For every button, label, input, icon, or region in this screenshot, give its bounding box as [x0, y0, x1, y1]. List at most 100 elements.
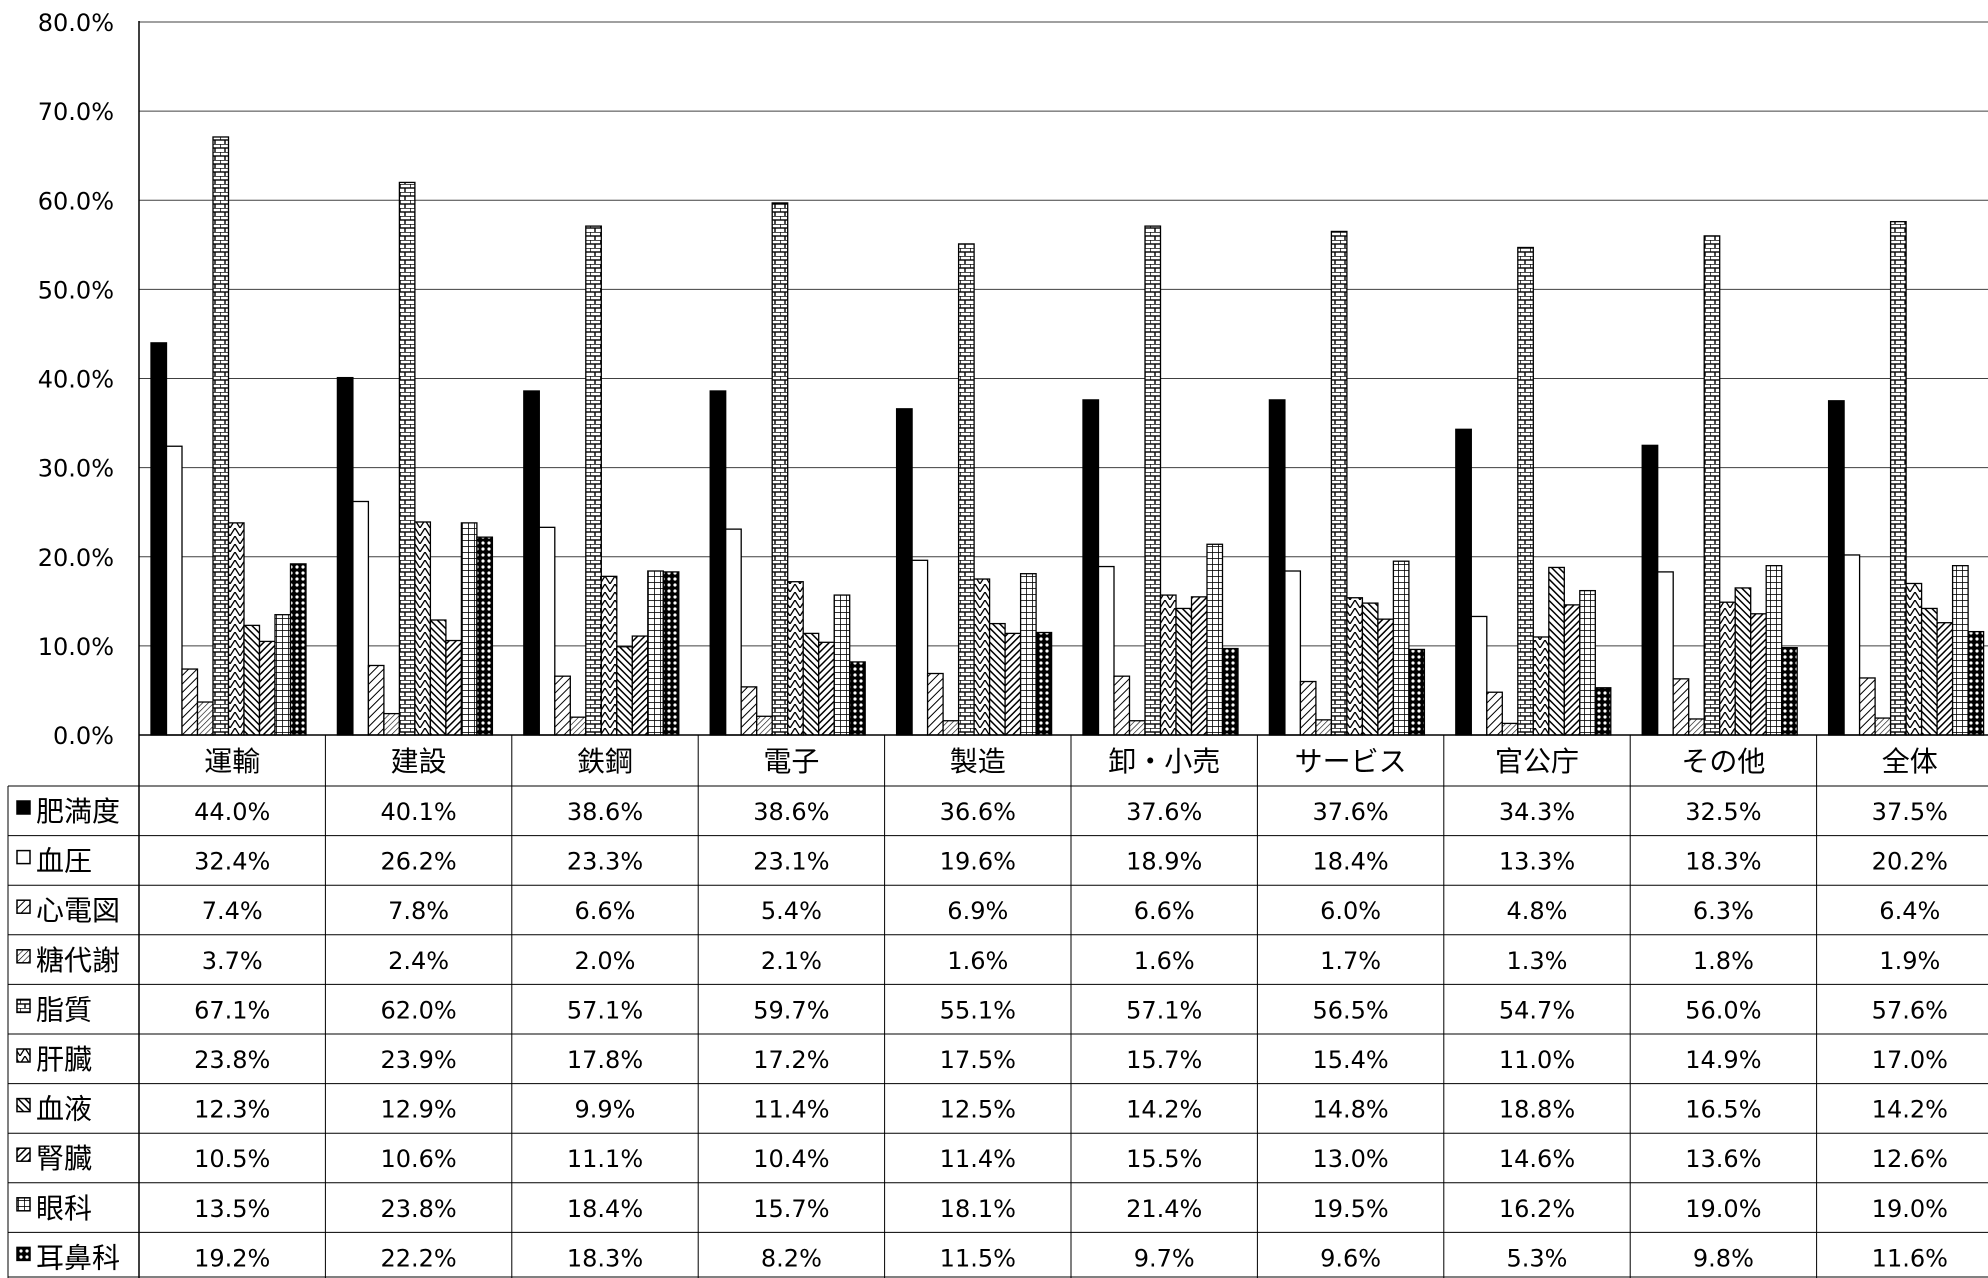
bar — [243, 624, 261, 736]
data-cell: 19.6% — [940, 848, 1016, 876]
bar — [1594, 687, 1612, 736]
data-cell: 13.6% — [1685, 1145, 1761, 1173]
data-cell: 11.1% — [567, 1145, 643, 1173]
bar — [1920, 607, 1938, 736]
bar — [1035, 631, 1053, 736]
category-label: 電子 — [763, 745, 819, 778]
data-cell: 6.3% — [1693, 897, 1754, 925]
data-cell: 44.0% — [194, 798, 270, 826]
bar — [1781, 647, 1798, 736]
bar — [227, 522, 245, 736]
bar — [1672, 678, 1690, 736]
data-cell: 11.4% — [940, 1145, 1016, 1173]
bar — [1361, 602, 1379, 736]
data-cell: 12.3% — [194, 1096, 270, 1124]
data-cell: 13.0% — [1312, 1145, 1388, 1173]
bar — [1858, 677, 1876, 736]
bar — [1190, 596, 1208, 736]
legend-key-swatch — [16, 949, 31, 964]
data-cell: 1.6% — [1134, 947, 1195, 975]
bar — [1486, 691, 1503, 736]
series-label: 肥満度 — [36, 795, 120, 828]
y-tick-label: 30.0% — [38, 455, 114, 483]
bar — [398, 181, 416, 736]
data-cell: 18.3% — [1685, 848, 1761, 876]
data-cell: 57.6% — [1872, 996, 1948, 1024]
data-cell: 57.1% — [1126, 996, 1202, 1024]
legend-key-swatch — [16, 800, 31, 815]
bar — [1936, 622, 1954, 736]
bar — [662, 571, 680, 736]
data-cell: 23.1% — [753, 848, 829, 876]
data-cell: 16.5% — [1685, 1096, 1761, 1124]
data-cell: 3.7% — [202, 947, 263, 975]
data-cell: 14.6% — [1499, 1145, 1575, 1173]
data-cell: 10.6% — [380, 1145, 456, 1173]
bar — [740, 686, 758, 736]
data-cell: 1.3% — [1507, 947, 1568, 975]
data-cell: 10.4% — [753, 1145, 829, 1173]
data-cell: 9.8% — [1693, 1244, 1754, 1272]
bar — [709, 390, 727, 736]
data-cell: 9.6% — [1320, 1244, 1381, 1272]
bar — [367, 664, 385, 736]
data-cell: 11.4% — [753, 1096, 829, 1124]
bar — [1330, 230, 1348, 736]
legend-key-swatch — [16, 899, 31, 914]
bar — [756, 715, 773, 736]
y-tick-label: 70.0% — [38, 98, 114, 126]
data-cell: 2.1% — [761, 947, 822, 975]
bar — [1563, 604, 1581, 736]
bar — [771, 202, 789, 736]
bar — [1532, 636, 1550, 736]
data-cell: 12.9% — [380, 1096, 456, 1124]
bar — [1221, 647, 1239, 736]
y-tick-label: 40.0% — [38, 366, 114, 394]
axes: 0.0% 10.0% 20.0% 30.0% 40.0% 50.0% 60.0% 70.0% 8… — [38, 9, 1988, 1278]
data-cell: 19.0% — [1685, 1195, 1761, 1223]
data-cell: 62.0% — [380, 996, 456, 1024]
data-cell: 19.0% — [1872, 1195, 1948, 1223]
bar — [631, 635, 649, 736]
bar — [1889, 220, 1907, 736]
series-label: 脂質 — [36, 993, 92, 1026]
bar — [1206, 543, 1224, 736]
data-cell: 6.6% — [575, 897, 636, 925]
bar — [1268, 399, 1286, 736]
bar — [165, 445, 183, 736]
bar — [911, 559, 929, 736]
bar — [1377, 618, 1395, 736]
data-cell: 22.2% — [380, 1244, 456, 1272]
data-cell: 56.0% — [1685, 996, 1761, 1024]
data-cell: 11.5% — [940, 1244, 1016, 1272]
bar — [1113, 675, 1131, 736]
bar — [181, 668, 199, 736]
legend-key-swatch — [16, 1246, 31, 1262]
series-label: 耳鼻科 — [36, 1241, 120, 1274]
bar — [957, 243, 975, 736]
bar — [196, 701, 214, 736]
bar — [1657, 571, 1674, 736]
legend-key-swatch — [16, 1147, 31, 1162]
bar — [1579, 589, 1596, 736]
data-cell: 8.2% — [761, 1244, 822, 1272]
data-cell: 38.6% — [567, 798, 643, 826]
data-cell: 57.1% — [567, 996, 643, 1024]
data-cell: 36.6% — [940, 798, 1016, 826]
bar — [600, 575, 618, 736]
series-label: 血圧 — [36, 845, 92, 878]
category-label: 全体 — [1882, 745, 1938, 778]
bar — [1315, 719, 1333, 736]
bar — [616, 646, 633, 736]
data-cell: 20.2% — [1872, 848, 1948, 876]
bar — [1967, 630, 1985, 736]
bar — [1641, 444, 1659, 736]
bar — [1765, 565, 1783, 736]
y-tick-label: 80.0% — [38, 9, 114, 37]
series-label: 腎臓 — [36, 1142, 92, 1175]
y-tick-label: 50.0% — [38, 276, 114, 304]
category-label: 運輸 — [204, 745, 260, 778]
data-cell: 15.7% — [753, 1195, 829, 1223]
data-cell: 32.4% — [194, 848, 270, 876]
bar — [1346, 597, 1364, 736]
